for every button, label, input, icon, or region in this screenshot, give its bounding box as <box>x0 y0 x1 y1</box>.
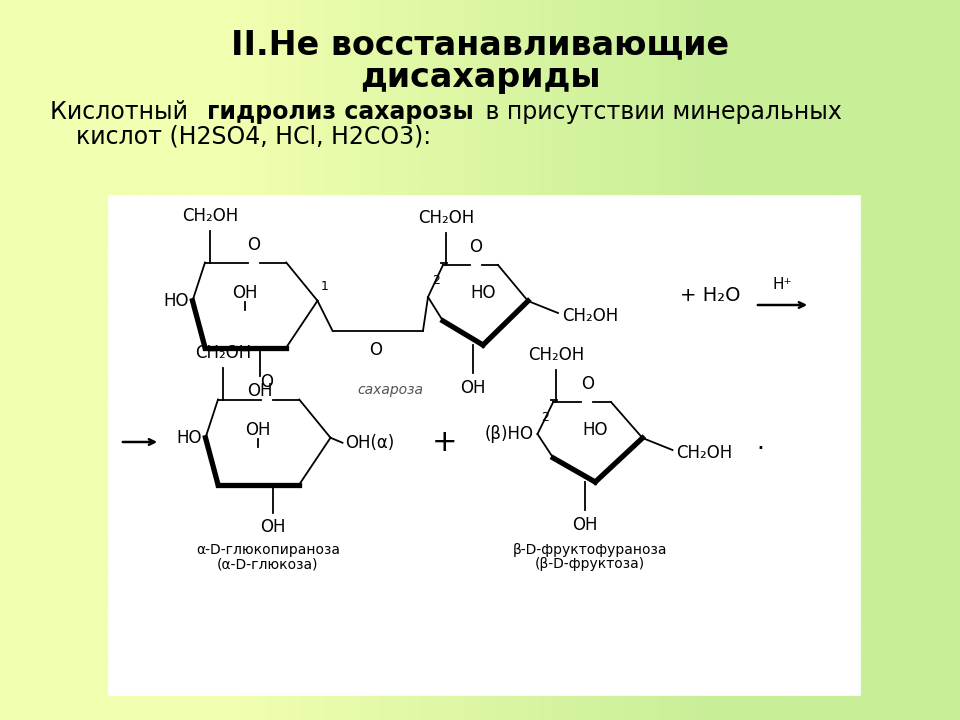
Text: кислот (H2SO4, HCl, H2CO3):: кислот (H2SO4, HCl, H2CO3): <box>76 124 431 148</box>
Text: O: O <box>469 238 482 256</box>
Text: OH: OH <box>260 518 286 536</box>
Text: HO: HO <box>163 292 188 310</box>
Text: OH: OH <box>460 379 486 397</box>
Text: HO: HO <box>176 428 202 446</box>
Text: в присутствии минеральных: в присутствии минеральных <box>478 100 842 124</box>
Text: CH₂OH: CH₂OH <box>528 346 585 364</box>
Text: CH₂OH: CH₂OH <box>677 444 732 462</box>
Text: + H₂O: + H₂O <box>680 286 740 305</box>
Text: 2: 2 <box>432 274 440 287</box>
Text: гидролиз сахарозы: гидролиз сахарозы <box>207 100 473 124</box>
Text: HO: HO <box>470 284 495 302</box>
Text: H⁺: H⁺ <box>772 277 792 292</box>
Text: O: O <box>260 372 274 390</box>
Text: II.Не восстанавливающие: II.Не восстанавливающие <box>231 29 729 61</box>
Text: OH(α): OH(α) <box>346 433 395 451</box>
Text: .: . <box>756 430 764 454</box>
Text: O: O <box>369 341 382 359</box>
Text: Кислотный: Кислотный <box>50 100 203 124</box>
Text: 2: 2 <box>541 411 549 424</box>
Text: CH₂OH: CH₂OH <box>195 343 252 361</box>
Text: сахароза: сахароза <box>357 383 423 397</box>
Text: OH: OH <box>248 382 273 400</box>
Text: CH₂OH: CH₂OH <box>418 209 474 227</box>
Text: β-D-фруктофураноза: β-D-фруктофураноза <box>513 543 667 557</box>
Text: OH: OH <box>572 516 598 534</box>
Bar <box>108 195 860 695</box>
Text: +: + <box>432 428 458 456</box>
Text: OH: OH <box>232 284 257 302</box>
Text: (β)HO: (β)HO <box>485 425 534 443</box>
Text: O: O <box>581 375 593 393</box>
Text: HO: HO <box>583 421 608 439</box>
Text: (α-D-глюкоза): (α-D-глюкоза) <box>217 557 319 571</box>
Text: OH: OH <box>245 421 271 439</box>
Text: (β-D-фруктоза): (β-D-фруктоза) <box>535 557 645 571</box>
Text: O: O <box>247 235 260 253</box>
Text: α-D-глюкопираноза: α-D-глюкопираноза <box>196 543 340 557</box>
Text: 1: 1 <box>321 280 328 293</box>
Text: CH₂OH: CH₂OH <box>562 307 618 325</box>
Text: дисахариды: дисахариды <box>360 60 600 94</box>
Text: CH₂OH: CH₂OH <box>181 207 238 225</box>
